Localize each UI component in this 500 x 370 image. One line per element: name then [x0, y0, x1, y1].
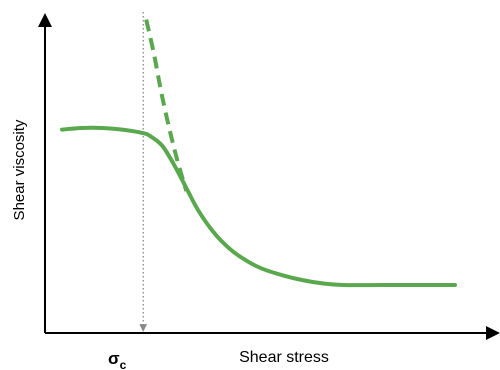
- x-axis-title: Shear stress: [239, 349, 329, 366]
- y-axis-title: Shear viscosity: [11, 119, 28, 220]
- series-line-solid: [62, 128, 455, 285]
- series-line-dashed: [146, 20, 186, 192]
- critical-stress-label: σc: [108, 349, 127, 370]
- critical-stress-subscript: c: [120, 358, 127, 370]
- series-layer: [62, 20, 455, 286]
- critical-stress-symbol: σ: [108, 349, 120, 368]
